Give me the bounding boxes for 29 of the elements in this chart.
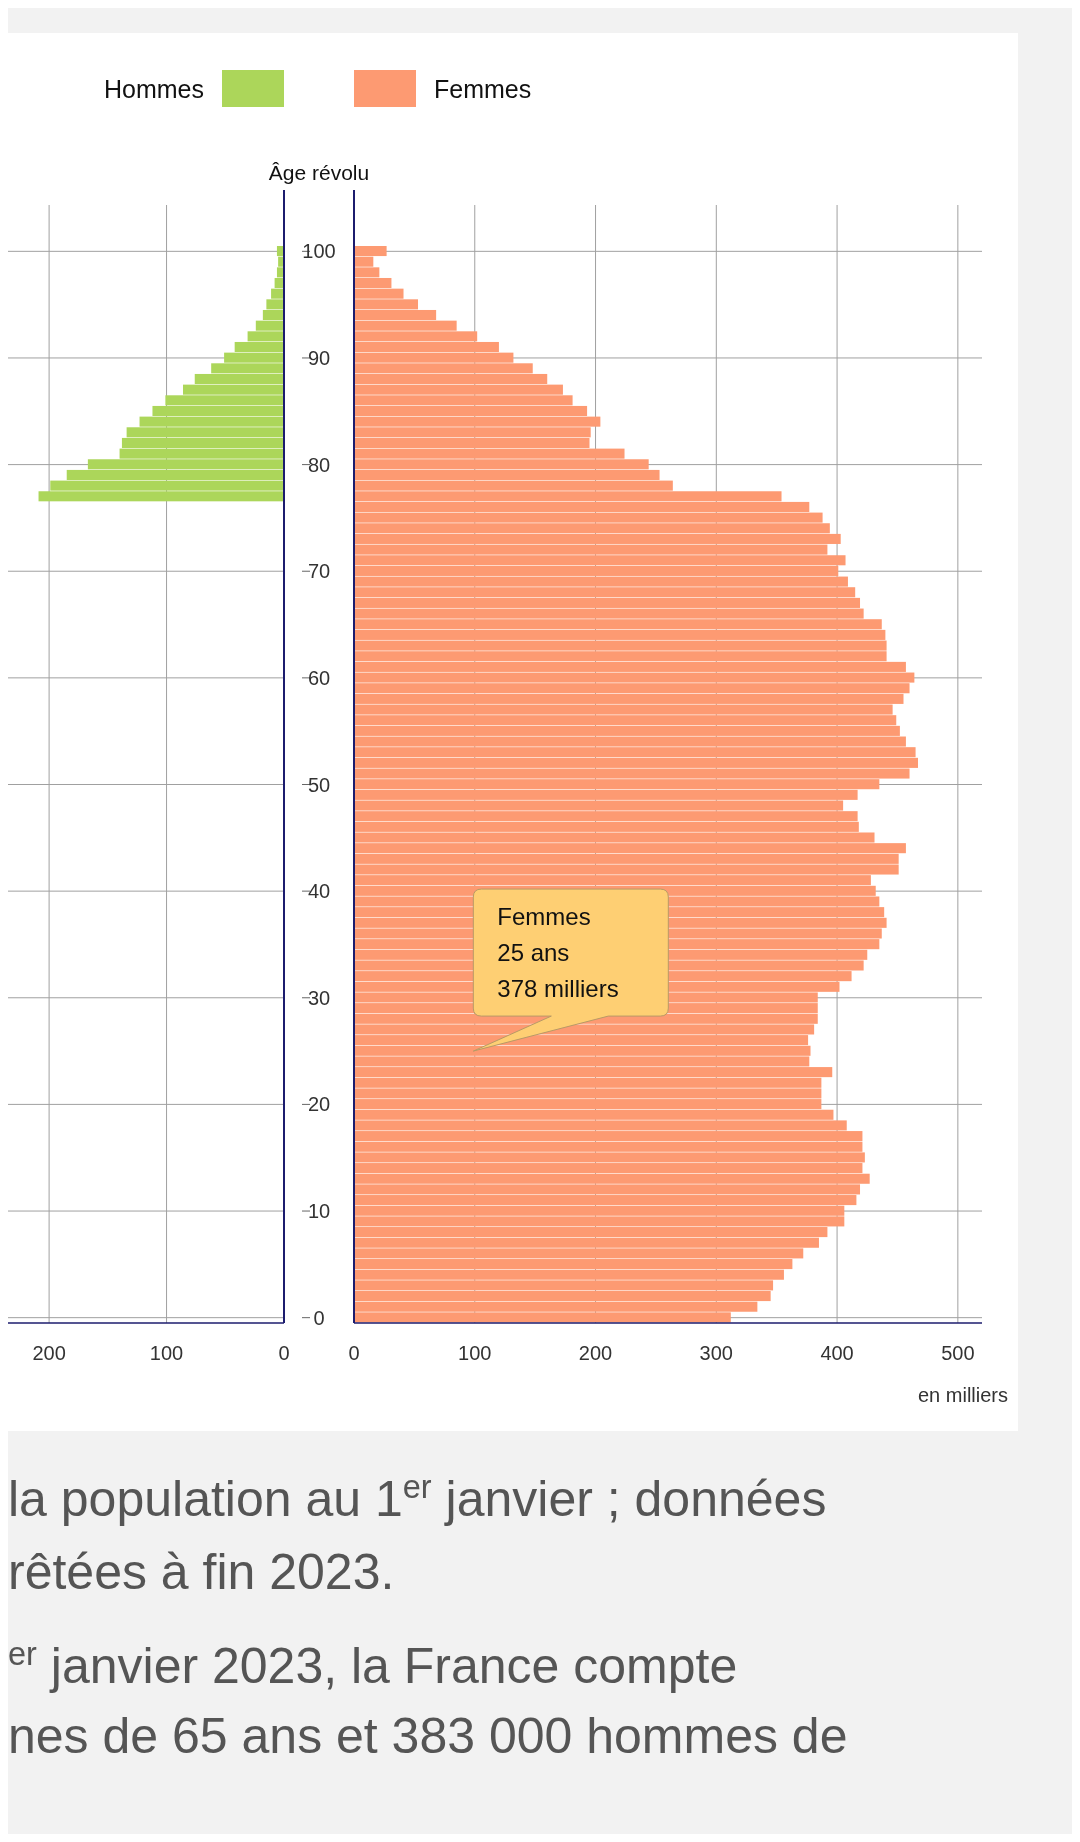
text: nes de 65 ans et 383 000 hommes de <box>8 1708 848 1764</box>
y-tick-label: 0 <box>313 1306 325 1329</box>
y-tick-label: 40 <box>307 880 331 903</box>
y-tick-label: 90 <box>307 346 331 369</box>
y-tick-label: 70 <box>307 560 331 583</box>
x-axis-title: en milliers <box>917 1384 1008 1406</box>
y-tick-label: 100 <box>302 240 336 263</box>
text: rêtées à fin 2023. <box>8 1544 395 1600</box>
y-axis-title: Âge révolu <box>268 161 370 184</box>
y-tick-label: 30 <box>307 986 331 1009</box>
x-tick-label: 0 <box>278 1342 290 1364</box>
y-tick-label: 20 <box>307 1093 331 1116</box>
legend-label: Hommes <box>103 75 204 103</box>
x-tick-label: 200 <box>32 1342 66 1364</box>
x-tick-label: 300 <box>699 1342 733 1364</box>
x-tick-label: 500 <box>941 1342 975 1364</box>
text: la population au 1$^{er}$ janvier ; données <box>8 1469 827 1527</box>
x-tick-label: 100 <box>149 1342 184 1364</box>
y-tick-label: 50 <box>307 773 331 796</box>
x-tick-label: 0 <box>348 1342 360 1364</box>
y-tick-label: 80 <box>307 453 331 476</box>
y-tick-label: 10 <box>307 1200 331 1223</box>
x-tick-label: 100 <box>458 1342 492 1364</box>
legend-label: Femmes <box>434 75 532 103</box>
x-tick-label: 400 <box>820 1342 854 1364</box>
annotation: Femmes 25 ans 378 milliers <box>497 903 619 1003</box>
x-tick-label: 200 <box>578 1342 613 1364</box>
y-tick-label: 60 <box>307 666 331 689</box>
text: $^{er}$ janvier 2023, la France compte <box>8 1636 738 1694</box>
